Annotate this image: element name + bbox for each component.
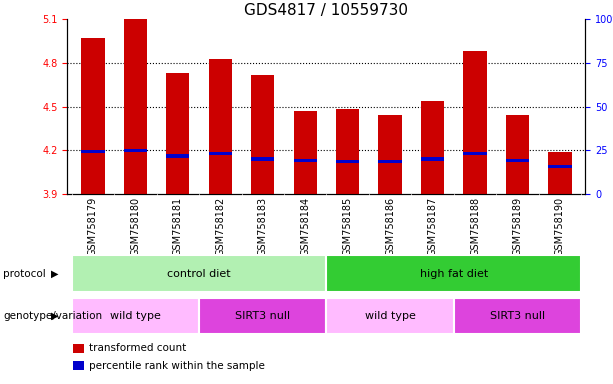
Bar — [336, 109, 359, 194]
Text: GSM758188: GSM758188 — [470, 197, 480, 256]
Text: GSM758190: GSM758190 — [555, 197, 565, 256]
Text: GSM758183: GSM758183 — [257, 197, 268, 256]
Bar — [336, 160, 359, 164]
Text: ▶: ▶ — [51, 311, 58, 321]
Bar — [72, 344, 84, 353]
Text: wild type: wild type — [110, 311, 161, 321]
Bar — [124, 19, 147, 194]
Bar — [208, 58, 232, 194]
Bar — [199, 298, 327, 334]
Text: GSM758181: GSM758181 — [173, 197, 183, 256]
Bar — [421, 101, 444, 194]
Text: GSM758185: GSM758185 — [343, 197, 352, 256]
Text: genotype/variation: genotype/variation — [3, 311, 102, 321]
Bar — [72, 255, 326, 292]
Bar — [506, 159, 529, 162]
Bar — [294, 159, 317, 162]
Bar — [326, 298, 454, 334]
Title: GDS4817 / 10559730: GDS4817 / 10559730 — [245, 3, 408, 18]
Text: control diet: control diet — [167, 268, 231, 279]
Text: GSM758182: GSM758182 — [215, 197, 226, 256]
Text: GSM758189: GSM758189 — [512, 197, 522, 256]
Bar — [454, 298, 581, 334]
Bar — [463, 152, 487, 155]
Bar — [506, 115, 529, 194]
Text: GSM758180: GSM758180 — [131, 197, 140, 256]
Bar — [421, 157, 444, 161]
Text: high fat diet: high fat diet — [420, 268, 488, 279]
Text: wild type: wild type — [365, 311, 416, 321]
Text: SIRT3 null: SIRT3 null — [235, 311, 291, 321]
Text: GSM758184: GSM758184 — [300, 197, 310, 256]
Text: protocol: protocol — [3, 269, 46, 279]
Text: transformed count: transformed count — [89, 343, 186, 353]
Bar — [378, 160, 402, 164]
Text: SIRT3 null: SIRT3 null — [490, 311, 545, 321]
Text: GSM758179: GSM758179 — [88, 197, 98, 256]
Bar — [326, 255, 581, 292]
Text: ▶: ▶ — [51, 269, 58, 279]
Bar — [124, 149, 147, 152]
Bar — [548, 152, 571, 194]
Bar — [82, 150, 105, 153]
Bar — [251, 157, 275, 161]
Text: GSM758186: GSM758186 — [385, 197, 395, 256]
Bar — [463, 51, 487, 194]
Bar — [251, 74, 275, 194]
Bar — [166, 73, 189, 194]
Text: percentile rank within the sample: percentile rank within the sample — [89, 361, 265, 371]
Text: GSM758187: GSM758187 — [427, 197, 438, 256]
Bar — [378, 115, 402, 194]
Bar — [208, 152, 232, 155]
Bar — [294, 111, 317, 194]
Bar — [82, 38, 105, 194]
Bar — [72, 361, 84, 370]
Bar — [548, 165, 571, 168]
Bar — [72, 298, 199, 334]
Bar — [166, 154, 189, 158]
